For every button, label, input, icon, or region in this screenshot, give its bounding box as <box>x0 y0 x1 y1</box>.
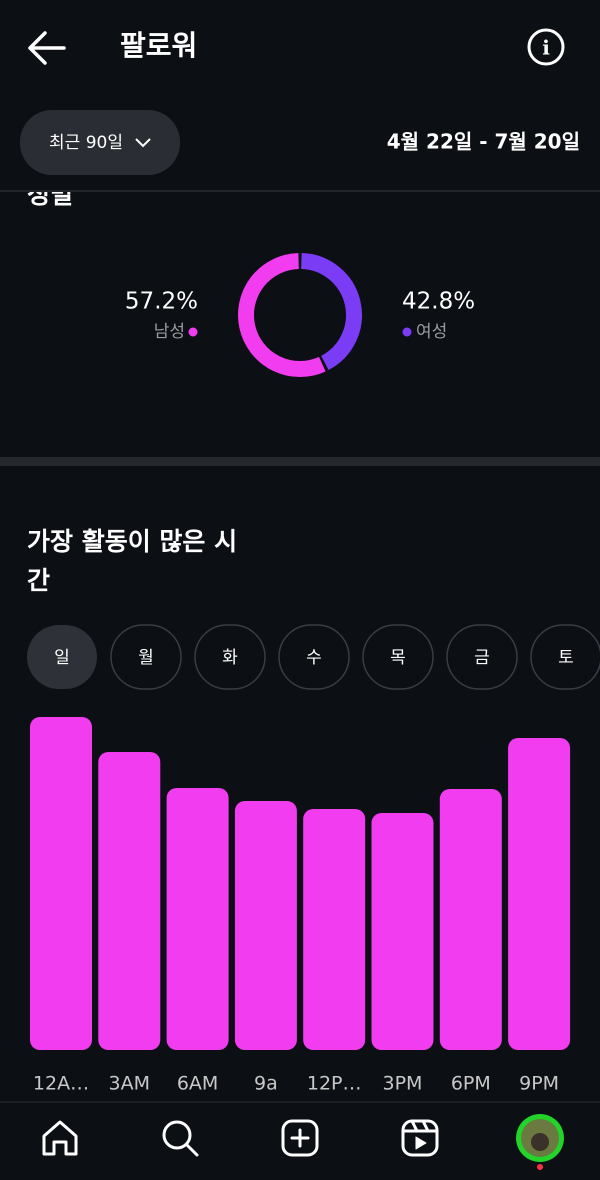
day-tab-label: 토 <box>558 648 574 668</box>
nav-home[interactable] <box>42 1120 78 1156</box>
date-range: 4월 22일 - 7월 20일 <box>387 130 580 154</box>
nav-profile[interactable] <box>516 1114 564 1170</box>
bar <box>234 801 297 1050</box>
day-tab[interactable] <box>446 624 518 690</box>
x-tick-label: 12P… <box>307 1073 362 1095</box>
day-tab[interactable] <box>362 624 434 690</box>
x-tick-label: 12A… <box>33 1073 89 1095</box>
page-title: 팔로워 <box>120 29 197 62</box>
day-tab-label: 월 <box>138 648 154 668</box>
section-title: 성별 <box>27 180 73 209</box>
bar <box>439 789 502 1050</box>
value-label: 57.2% <box>125 289 198 315</box>
donut-segment <box>238 253 326 377</box>
nav-reels[interactable] <box>401 1119 439 1157</box>
legend-label: 남성 <box>154 322 185 342</box>
bar <box>166 788 229 1050</box>
day-tab-label: 목 <box>390 648 406 668</box>
x-tick-label: 3AM <box>109 1073 150 1095</box>
day-tab-label: 일 <box>54 648 70 668</box>
x-tick-label: 6PM <box>451 1073 491 1095</box>
day-tab-label: 금 <box>474 648 490 668</box>
svg-text:i: i <box>542 36 550 60</box>
day-tab[interactable] <box>110 624 182 690</box>
bar <box>508 738 571 1050</box>
legend-dot <box>402 327 412 337</box>
range-button[interactable]: 최근 90일 <box>20 110 180 175</box>
nav-search[interactable] <box>162 1120 199 1157</box>
x-tick-label: 3PM <box>383 1073 423 1095</box>
info-button[interactable]: i <box>527 28 565 66</box>
value-label: 42.8% <box>402 289 475 315</box>
x-tick-label: 6AM <box>177 1073 218 1095</box>
day-tab[interactable] <box>278 624 350 690</box>
day-tab[interactable] <box>530 624 600 690</box>
donut-segment <box>300 253 362 371</box>
section-title: 가장 활동이 많은 시간 <box>27 527 238 595</box>
bar <box>98 752 161 1050</box>
section-separator <box>0 457 600 466</box>
bar <box>303 809 366 1050</box>
range-label: 최근 90일 <box>49 133 123 153</box>
x-tick-label: 9a <box>254 1073 278 1095</box>
bar <box>371 813 434 1050</box>
day-tab-label: 화 <box>222 648 238 668</box>
day-tab[interactable] <box>194 624 266 690</box>
legend-dot <box>188 327 198 337</box>
back-button[interactable] <box>28 31 66 65</box>
x-tick-label: 9PM <box>519 1073 559 1095</box>
day-tab[interactable] <box>27 625 97 689</box>
bar <box>30 717 92 1050</box>
nav-create[interactable] <box>281 1119 319 1157</box>
legend-label: 여성 <box>416 322 447 342</box>
day-tab-label: 수 <box>306 648 322 668</box>
